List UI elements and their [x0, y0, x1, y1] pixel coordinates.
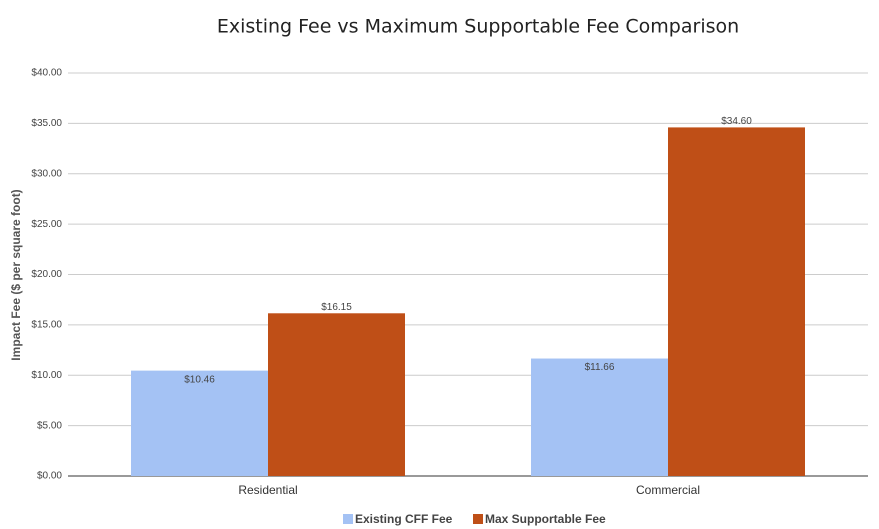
- y-tick-label: $25.00: [31, 219, 62, 230]
- x-tick-label: Residential: [238, 483, 297, 497]
- legend-swatch: [473, 514, 483, 524]
- y-tick-label: $30.00: [31, 168, 62, 179]
- bar: [531, 358, 668, 476]
- data-label: $16.15: [321, 302, 352, 313]
- y-tick-label: $5.00: [37, 420, 62, 431]
- x-tick-label: Commercial: [636, 483, 700, 497]
- y-tick-label: $40.00: [31, 68, 62, 79]
- bar: [668, 127, 805, 476]
- legend-label: Existing CFF Fee: [355, 512, 453, 526]
- y-tick-label: $10.00: [31, 370, 62, 381]
- data-label: $10.46: [184, 374, 215, 385]
- data-label: $34.60: [721, 116, 752, 127]
- legend-label: Max Supportable Fee: [485, 512, 606, 526]
- bar: [131, 370, 268, 476]
- y-tick-label: $35.00: [31, 118, 62, 129]
- y-tick-label: $0.00: [37, 471, 62, 482]
- legend-swatch: [343, 514, 353, 524]
- y-tick-label: $20.00: [31, 269, 62, 280]
- y-axis-label: Impact Fee ($ per square foot): [9, 189, 23, 360]
- data-label: $11.66: [585, 362, 615, 373]
- bar: [268, 313, 405, 476]
- y-tick-label: $15.00: [31, 320, 62, 331]
- chart-title: Existing Fee vs Maximum Supportable Fee …: [217, 16, 739, 38]
